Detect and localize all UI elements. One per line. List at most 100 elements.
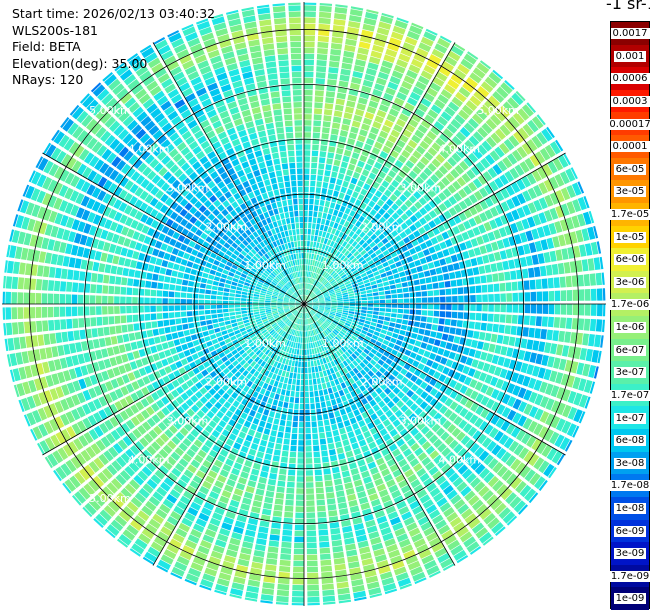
beta-cell bbox=[379, 333, 386, 339]
beta-cell bbox=[540, 329, 547, 340]
beta-cell bbox=[226, 342, 234, 348]
beta-cell bbox=[377, 283, 384, 288]
beta-cell bbox=[325, 306, 331, 308]
beta-cell bbox=[307, 300, 313, 303]
beta-cell bbox=[97, 360, 106, 371]
beta-cell bbox=[381, 577, 395, 586]
beta-cell bbox=[393, 566, 407, 576]
beta-cell bbox=[496, 404, 506, 415]
beta-cell bbox=[342, 326, 349, 332]
beta-cell bbox=[274, 325, 280, 331]
beta-cell bbox=[236, 514, 247, 523]
beta-cell bbox=[353, 590, 367, 599]
beta-cell bbox=[442, 188, 452, 198]
beta-cell bbox=[304, 53, 315, 60]
beta-cell bbox=[434, 547, 448, 558]
beta-cell bbox=[344, 106, 354, 114]
beta-cell bbox=[304, 240, 307, 247]
beta-cell bbox=[355, 295, 361, 298]
beta-cell bbox=[307, 305, 312, 308]
beta-cell bbox=[576, 362, 585, 375]
beta-cell bbox=[444, 397, 454, 407]
beta-cell bbox=[228, 433, 237, 441]
beta-cell bbox=[548, 304, 555, 315]
beta-cell bbox=[295, 302, 301, 304]
beta-cell bbox=[308, 318, 311, 324]
beta-cell bbox=[295, 512, 304, 519]
beta-cell bbox=[325, 320, 331, 325]
beta-cell bbox=[378, 463, 388, 472]
beta-cell bbox=[182, 323, 189, 330]
beta-cell bbox=[267, 290, 273, 294]
beta-cell bbox=[291, 433, 298, 440]
beta-cell bbox=[199, 584, 212, 591]
beta-cell bbox=[106, 482, 118, 494]
beta-cell bbox=[444, 318, 451, 326]
beta-cell bbox=[54, 401, 64, 414]
beta-cell bbox=[60, 428, 71, 442]
beta-cell bbox=[215, 271, 222, 277]
beta-cell bbox=[413, 538, 426, 548]
beta-cell bbox=[395, 198, 403, 207]
beta-cell bbox=[494, 366, 502, 377]
beta-cell bbox=[453, 262, 460, 271]
beta-cell bbox=[310, 330, 313, 337]
beta-cell bbox=[507, 153, 518, 165]
beta-cell bbox=[177, 416, 187, 426]
beta-cell bbox=[319, 285, 324, 290]
beta-cell bbox=[318, 307, 325, 310]
beta-cell bbox=[479, 331, 486, 341]
beta-cell bbox=[438, 165, 449, 175]
beta-cell bbox=[271, 305, 277, 308]
beta-cell bbox=[313, 301, 319, 303]
beta-cell bbox=[463, 53, 477, 65]
beta-cell bbox=[42, 361, 50, 374]
beta-cell bbox=[304, 35, 315, 42]
beta-cell bbox=[171, 467, 182, 478]
beta-cell bbox=[134, 492, 147, 504]
beta-cell bbox=[232, 400, 240, 408]
beta-cell bbox=[310, 342, 314, 349]
beta-cell bbox=[548, 290, 555, 302]
beta-cell bbox=[320, 270, 325, 276]
beta-cell bbox=[372, 44, 384, 53]
beta-cell bbox=[304, 144, 311, 150]
beta-cell bbox=[304, 331, 306, 337]
beta-cell bbox=[479, 212, 488, 222]
beta-cell bbox=[401, 376, 409, 385]
beta-cell bbox=[198, 419, 207, 429]
beta-cell bbox=[336, 357, 342, 364]
beta-cell bbox=[190, 334, 198, 341]
beta-cell bbox=[314, 90, 324, 97]
beta-cell bbox=[438, 524, 451, 535]
beta-cell bbox=[11, 307, 18, 320]
beta-cell bbox=[511, 281, 518, 291]
beta-cell bbox=[260, 292, 266, 296]
beta-cell bbox=[317, 275, 322, 281]
beta-cell bbox=[325, 232, 331, 239]
beta-cell bbox=[306, 548, 318, 555]
beta-cell bbox=[354, 292, 361, 296]
beta-cell bbox=[190, 269, 198, 275]
beta-cell bbox=[285, 294, 291, 298]
beta-cell bbox=[147, 373, 156, 382]
beta-cell bbox=[288, 314, 294, 319]
beta-cell bbox=[441, 176, 451, 187]
beta-cell bbox=[456, 279, 463, 287]
beta-cell bbox=[319, 299, 325, 302]
beta-cell bbox=[424, 384, 433, 393]
beta-cell bbox=[182, 412, 191, 422]
beta-cell bbox=[364, 111, 375, 120]
beta-cell bbox=[247, 307, 253, 310]
beta-cell bbox=[293, 310, 298, 315]
beta-cell bbox=[543, 463, 555, 477]
beta-cell bbox=[402, 314, 409, 320]
beta-cell bbox=[435, 71, 448, 82]
beta-cell bbox=[105, 433, 116, 444]
beta-cell bbox=[378, 104, 389, 113]
beta-cell bbox=[223, 292, 229, 297]
beta-cell bbox=[309, 324, 313, 330]
beta-cell bbox=[2, 291, 5, 304]
beta-cell bbox=[97, 240, 105, 250]
beta-cell bbox=[304, 253, 307, 259]
